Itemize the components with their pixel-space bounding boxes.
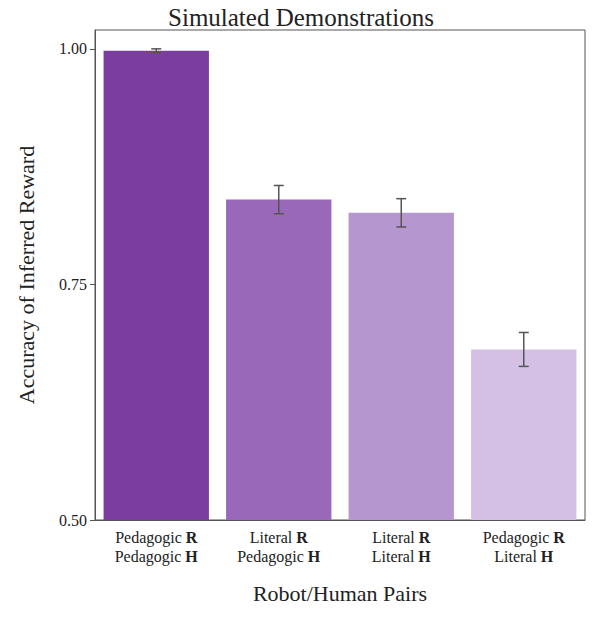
svg-text:Pedagogic: Pedagogic	[115, 529, 186, 547]
svg-text:R: R	[419, 529, 431, 546]
svg-text:R: R	[553, 529, 565, 546]
svg-text:Literal: Literal	[372, 548, 419, 565]
svg-text:H: H	[185, 548, 198, 565]
svg-text:R: R	[296, 529, 308, 546]
svg-text:H: H	[308, 548, 321, 565]
svg-text:0.75: 0.75	[59, 276, 87, 293]
svg-text:Pedagogic: Pedagogic	[237, 548, 308, 566]
svg-text:Pedagogic: Pedagogic	[483, 529, 554, 547]
svg-text:Pedagogic: Pedagogic	[115, 548, 186, 566]
svg-text:Robot/Human Pairs: Robot/Human Pairs	[253, 581, 427, 606]
svg-text:R: R	[186, 529, 198, 546]
svg-text:Literal: Literal	[250, 529, 297, 546]
svg-text:Accuracy of Inferred Reward: Accuracy of Inferred Reward	[14, 146, 39, 404]
svg-text:H: H	[541, 548, 554, 565]
svg-text:Literal: Literal	[372, 529, 419, 546]
svg-text:0.50: 0.50	[59, 512, 87, 529]
svg-text:Literal: Literal	[494, 548, 541, 565]
svg-text:H: H	[418, 548, 431, 565]
svg-text:Simulated Demonstrations: Simulated Demonstrations	[168, 4, 434, 31]
svg-text:1.00: 1.00	[59, 40, 87, 57]
